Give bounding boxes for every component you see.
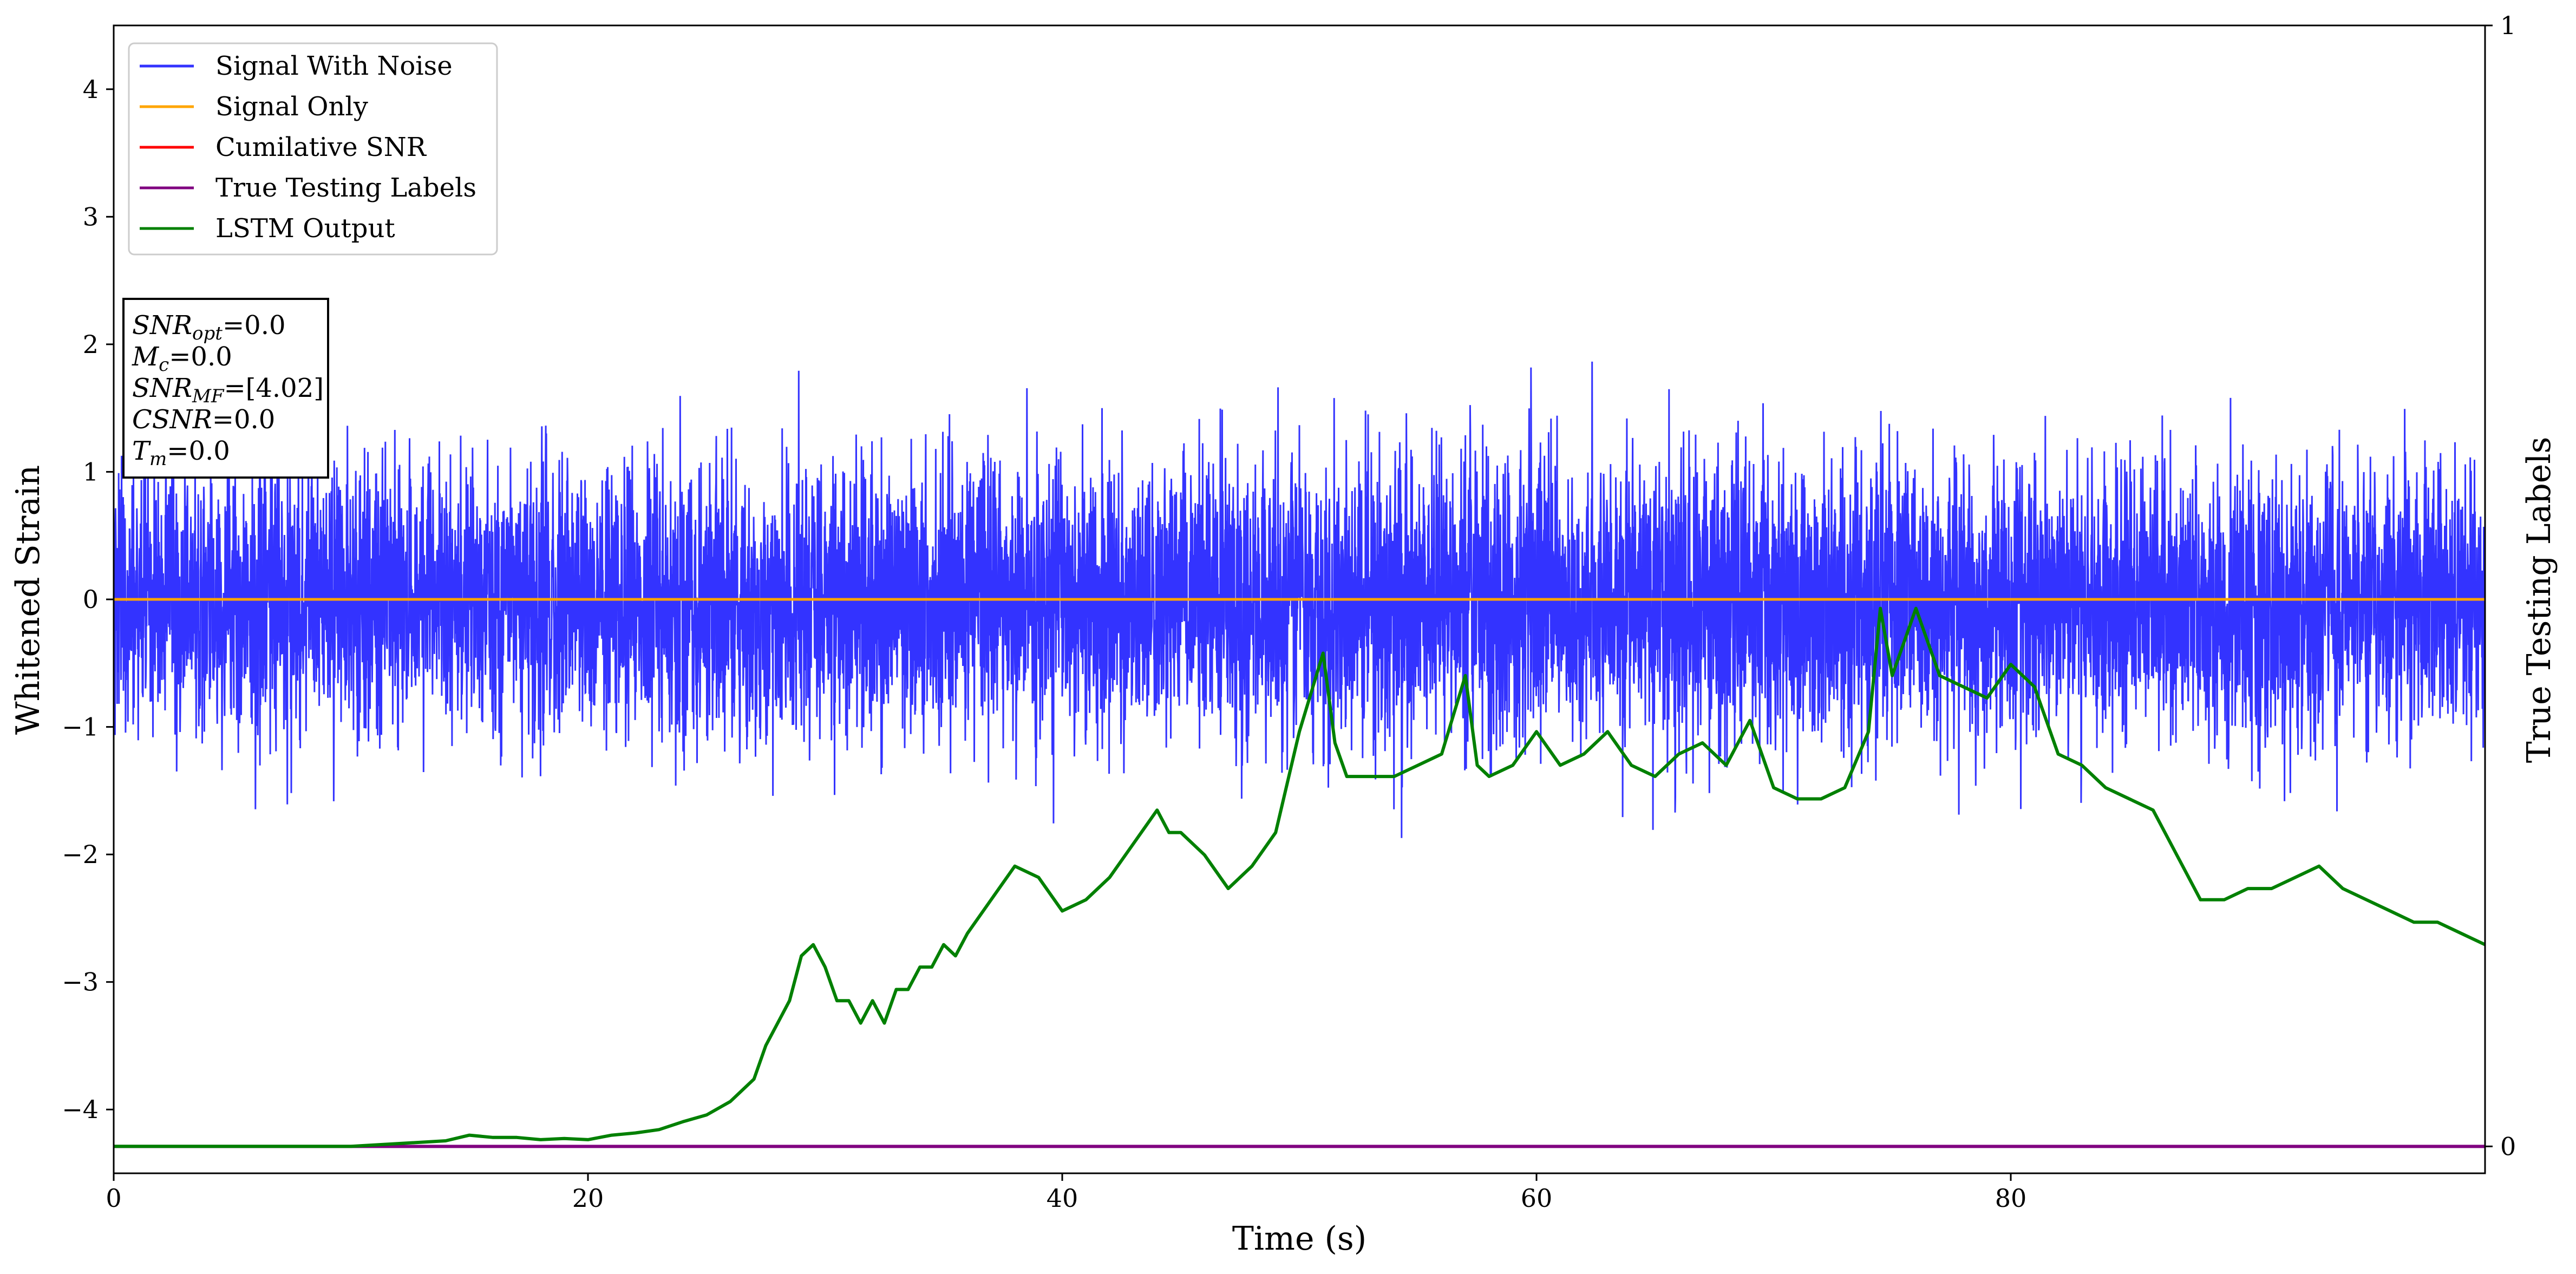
x-tick-label: 60 [1521, 1184, 1553, 1213]
legend-label: Cumilative SNR [215, 132, 427, 162]
y-axis-title: Whitened Strain [9, 465, 47, 735]
y-tick-label: 0 [83, 585, 99, 614]
y-tick-label: −2 [62, 840, 99, 869]
legend-label: LSTM Output [215, 213, 395, 244]
y-tick-label: −1 [62, 713, 99, 742]
x-tick-label: 40 [1047, 1184, 1078, 1213]
y2-tick-label: 1 [2500, 11, 2516, 40]
annot-snr-opt-value: =0.0 [223, 310, 286, 341]
annot-csnr-value: =0.0 [212, 404, 276, 435]
annot-snr-mf: SNRMF=[4.02] [132, 373, 324, 407]
annot-mc-value: =0.0 [169, 342, 232, 372]
y-tick-label: −3 [62, 968, 99, 997]
legend-label: Signal Only [215, 92, 368, 122]
y-tick-label: −4 [62, 1095, 99, 1124]
y-axis-left: −4 −3 −2 −1 0 1 2 3 4 [62, 75, 114, 1124]
annot-mc-sub: c [159, 354, 169, 376]
y-tick-label: 4 [83, 75, 99, 104]
annot-tm: Tm=0.0 [132, 436, 230, 470]
annot-tm-base: T [132, 436, 151, 466]
y-tick-label: 3 [83, 202, 99, 231]
annot-csnr-base: CSNR [132, 404, 212, 435]
y2-tick-label: 0 [2500, 1132, 2516, 1161]
annot-snr-mf-value: =[4.02] [224, 373, 324, 403]
legend: Signal With Noise Signal Only Cumilative S… [128, 42, 498, 256]
legend-label: True Testing Labels [215, 173, 476, 203]
series-signal-with-noise [114, 361, 2485, 838]
annot-snr-opt-sub: opt [192, 323, 223, 344]
annot-tm-sub: m [149, 448, 167, 470]
y-axis-right: 01 [2485, 11, 2516, 1161]
annot-csnr: CSNR=0.0 [132, 404, 275, 435]
x-axis: 0 20 40 60 80 [106, 1173, 2026, 1213]
series-lstm-output [114, 606, 2485, 1148]
annot-snr-mf-base: SNR [132, 373, 192, 403]
x-axis-title: Time (s) [1232, 1220, 1367, 1258]
annot-snr-opt-base: SNR [132, 310, 192, 341]
annot-snr-mf-sub: MF [192, 386, 225, 407]
annot-mc: Mc=0.0 [132, 342, 232, 376]
legend-label: Signal With Noise [215, 51, 453, 81]
annotation-box: SNRopt=0.0 Mc=0.0 SNRMF=[4.02] CSNR=0.0 … [122, 298, 329, 479]
y2-axis-title: True Testing Labels [2520, 437, 2558, 763]
annot-snr-opt: SNRopt=0.0 [132, 310, 286, 344]
x-tick-label: 80 [1995, 1184, 2027, 1213]
series-layer [114, 361, 2485, 1148]
annot-tm-value: =0.0 [167, 436, 230, 466]
y-tick-label: 2 [83, 330, 99, 359]
x-tick-label: 0 [106, 1184, 121, 1213]
annotation-frame [122, 298, 329, 479]
y-tick-label: 1 [83, 457, 99, 486]
x-tick-label: 20 [572, 1184, 604, 1213]
legend-box [128, 42, 498, 256]
annot-mc-base: M [132, 342, 160, 372]
